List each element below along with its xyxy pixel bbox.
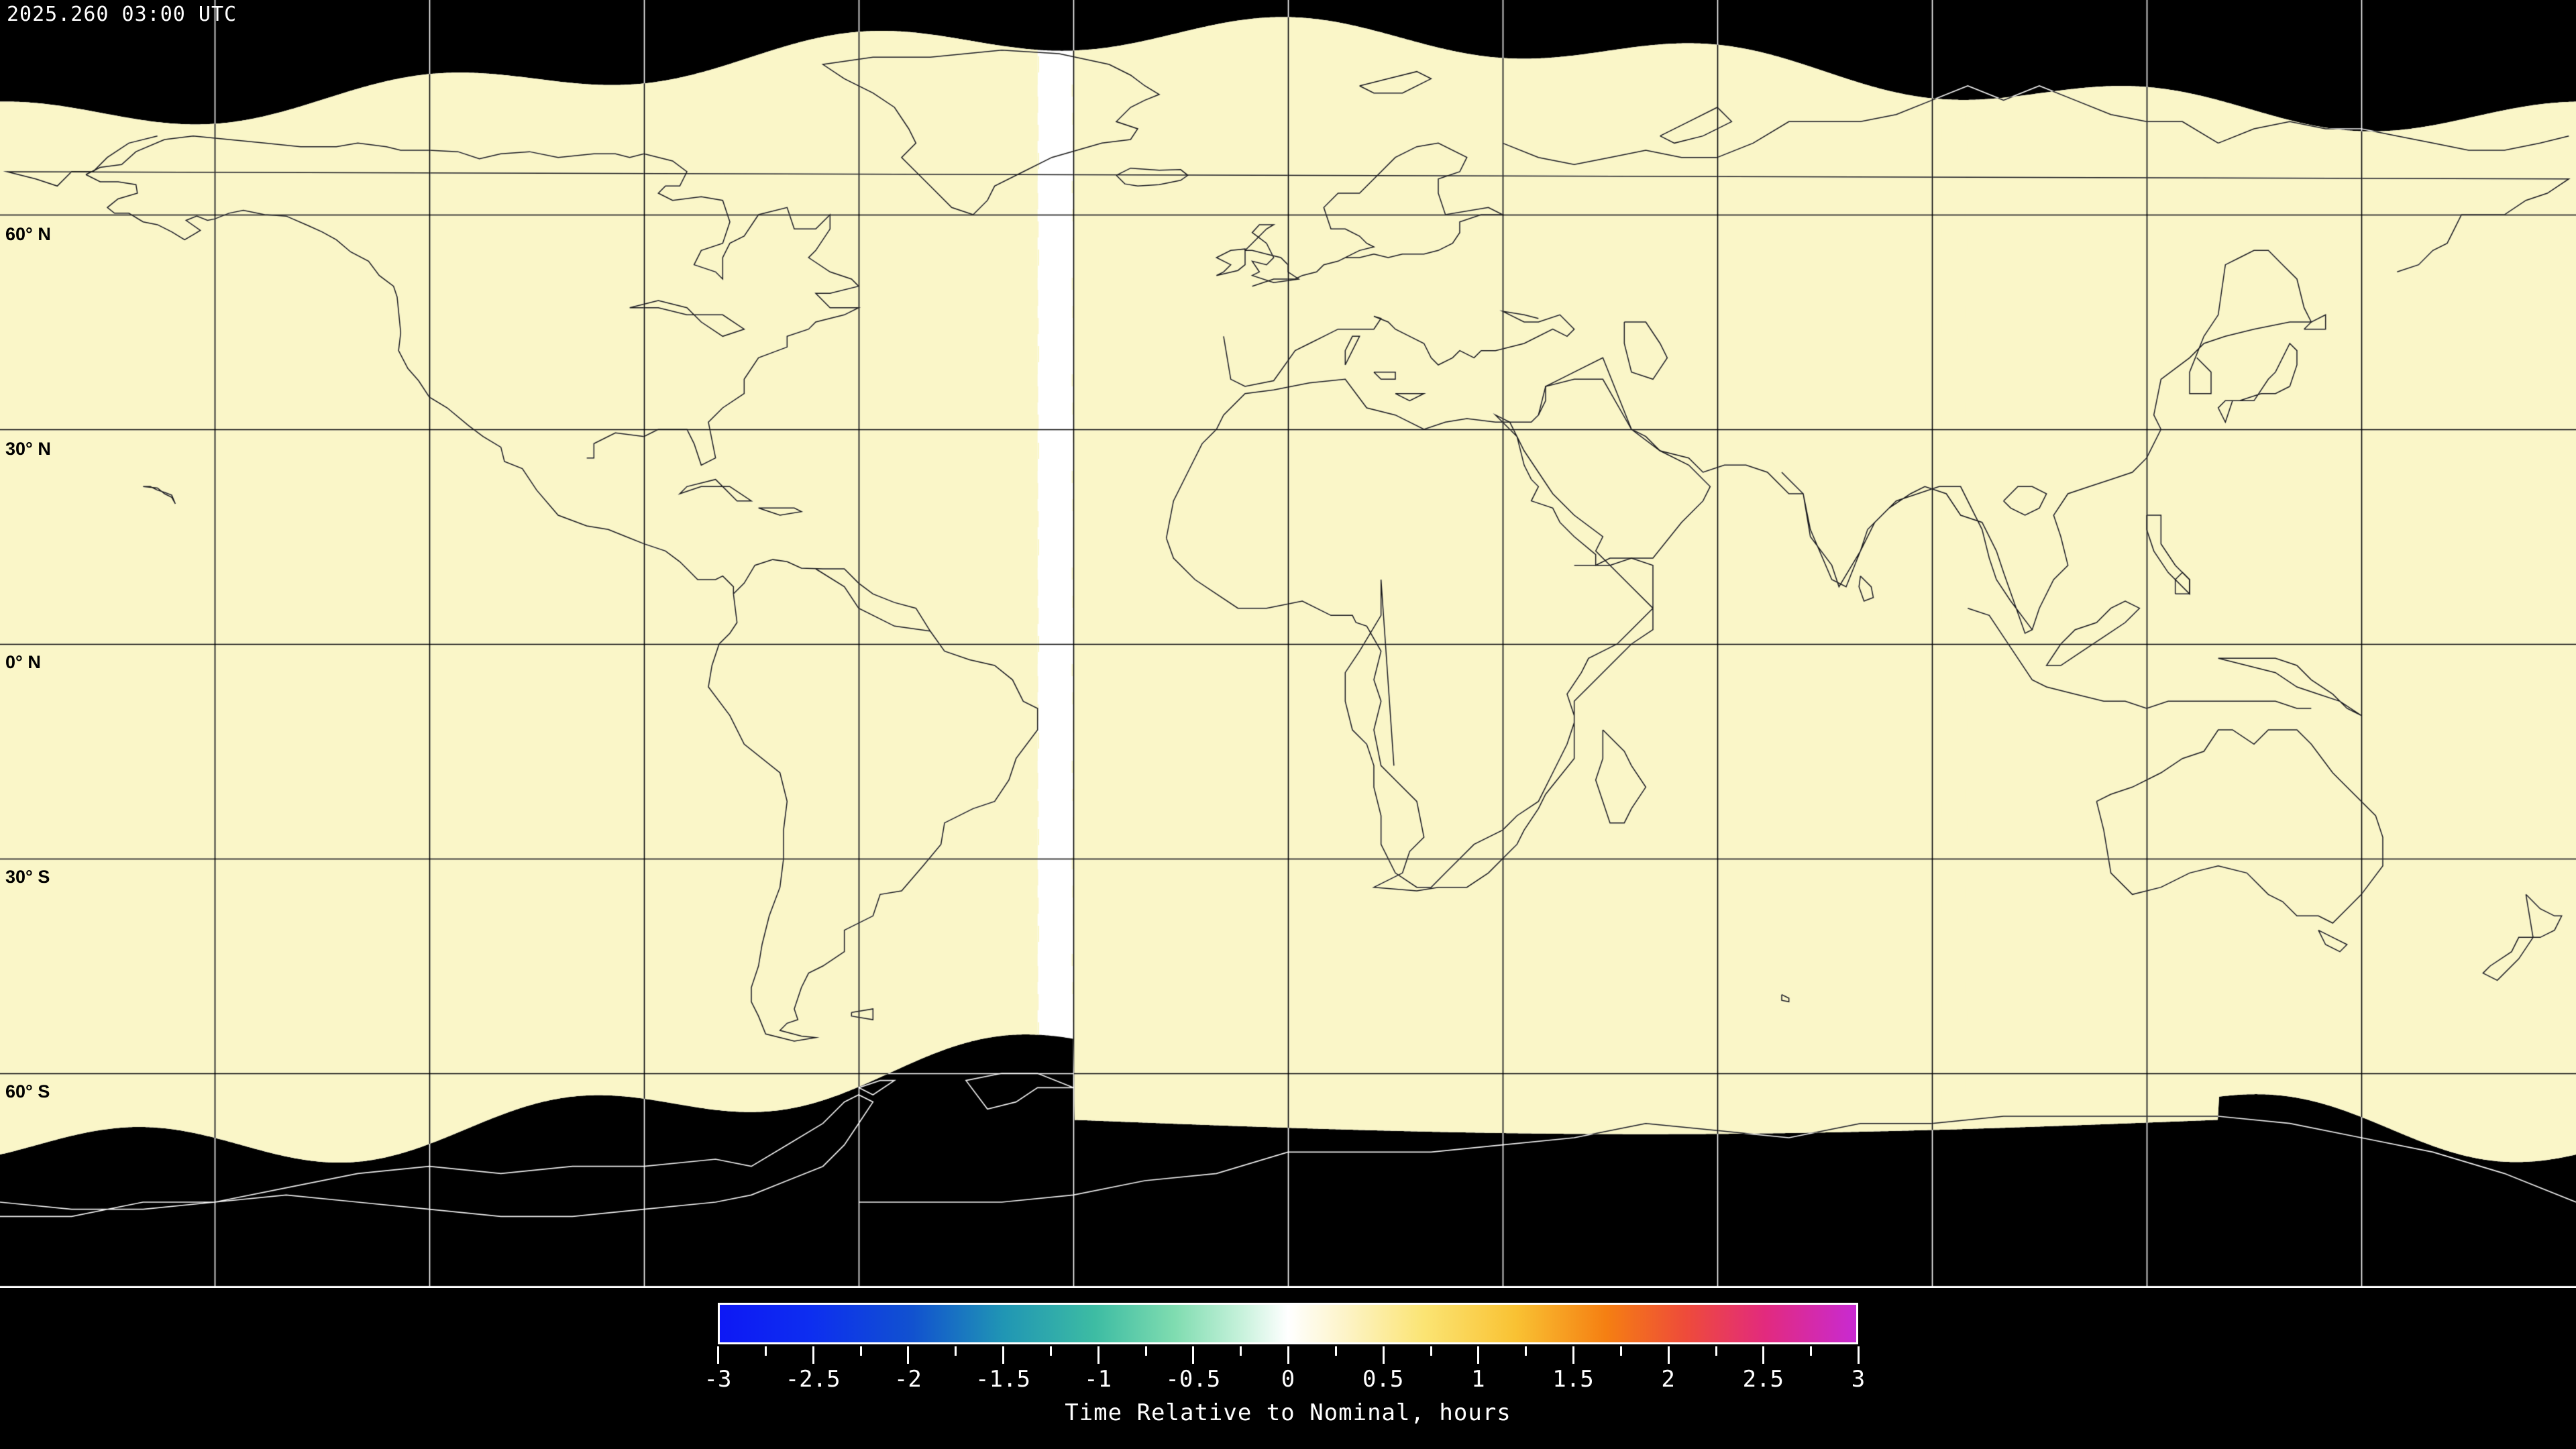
colorbar-tick <box>907 1346 910 1364</box>
global-coverage-map <box>0 0 2576 1288</box>
colorbar-tick-label: 0 <box>1281 1366 1295 1393</box>
colorbar-tick <box>1002 1346 1004 1364</box>
lat-label-60n: 60° N <box>5 224 51 244</box>
colorbar-tick-label: -2.5 <box>785 1366 841 1393</box>
colorbar-tick <box>1382 1346 1385 1364</box>
colorbar-tick <box>1858 1346 1860 1364</box>
colorbar-tick-label: -1.5 <box>975 1366 1030 1393</box>
colorbar-title: Time Relative to Nominal, hours <box>1065 1399 1511 1426</box>
colorbar-tick-label: 2.5 <box>1742 1366 1784 1393</box>
colorbar-box <box>718 1303 1858 1344</box>
page-title: 2025.260 03:00 UTC <box>7 3 237 26</box>
colorbar-tick <box>1715 1346 1717 1356</box>
colorbar-tick <box>1525 1346 1527 1356</box>
lat-label-60s: 60° S <box>5 1081 50 1102</box>
colorbar-tick <box>859 1346 862 1356</box>
colorbar-tick-label: 1 <box>1471 1366 1485 1393</box>
colorbar-tick <box>1287 1346 1289 1364</box>
colorbar-tick <box>1572 1346 1574 1364</box>
map-panel: 60° N 30° N 0° N 30° S 60° S <box>0 0 2576 1288</box>
colorbar-tick-label: -2 <box>894 1366 922 1393</box>
colorbar-tick <box>1619 1346 1622 1356</box>
colorbar-tick-label: 3 <box>1851 1366 1866 1393</box>
colorbar-tick <box>1097 1346 1099 1364</box>
colorbar-tick-label: 1.5 <box>1552 1366 1594 1393</box>
colorbar-tick <box>1049 1346 1052 1356</box>
colorbar-tick <box>1667 1346 1670 1364</box>
colorbar-tick <box>1240 1346 1242 1356</box>
colorbar-tick-label: -3 <box>704 1366 732 1393</box>
colorbar-tick <box>717 1346 719 1364</box>
colorbar-gradient <box>720 1305 1856 1342</box>
colorbar-tick-label: -1 <box>1084 1366 1112 1393</box>
colorbar-tick <box>955 1346 957 1356</box>
lat-label-0n: 0° N <box>5 652 41 672</box>
colorbar-tick-label: 2 <box>1661 1366 1675 1393</box>
colorbar-tick <box>764 1346 767 1356</box>
colorbar-tick <box>812 1346 814 1364</box>
colorbar-tick-label: -0.5 <box>1165 1366 1221 1393</box>
colorbar-tick-label: 0.5 <box>1362 1366 1404 1393</box>
colorbar-tick <box>1762 1346 1765 1364</box>
colorbar-tick <box>1192 1346 1195 1364</box>
colorbar-tick <box>1144 1346 1147 1356</box>
lat-label-30n: 30° N <box>5 439 51 459</box>
lat-label-30s: 30° S <box>5 867 50 887</box>
colorbar-tick <box>1810 1346 1813 1356</box>
colorbar-panel: -3 -2.5 -2 -1.5 -1 -0.5 0 0.5 1 1.5 2 2.5 3 Time Rel… <box>0 1288 2576 1449</box>
colorbar-tick <box>1477 1346 1480 1364</box>
colorbar-tick <box>1430 1346 1432 1356</box>
colorbar-tick <box>1334 1346 1337 1356</box>
